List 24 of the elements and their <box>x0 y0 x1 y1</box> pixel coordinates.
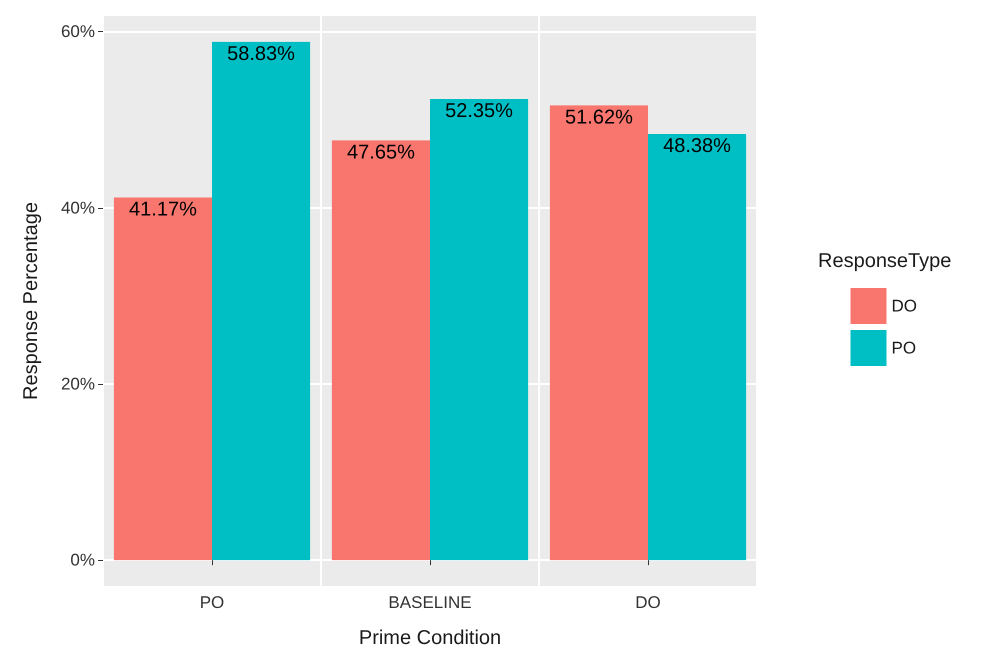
x-tick-label: DO <box>635 593 661 612</box>
legend-title: ResponseType <box>818 250 952 272</box>
data-label: 41.17% <box>129 198 198 220</box>
y-axis-title: Response Percentage <box>20 202 42 400</box>
data-label: 47.65% <box>347 141 416 164</box>
legend-label: PO <box>892 338 916 358</box>
bar <box>550 105 648 560</box>
bar <box>430 98 528 560</box>
bar <box>212 42 310 560</box>
data-label: 48.38% <box>663 134 732 157</box>
bar <box>332 140 430 560</box>
bar <box>114 197 212 560</box>
x-tick-label: PO <box>200 593 224 612</box>
y-tick-label: 0% <box>70 550 95 570</box>
y-tick-label: 40% <box>60 198 95 218</box>
data-label: 58.83% <box>227 42 296 65</box>
y-tick-label: 20% <box>60 374 95 394</box>
legend-label: DO <box>892 296 917 316</box>
x-axis-title: Prime Condition <box>358 627 502 649</box>
data-label: 52.35% <box>445 100 514 122</box>
x-tick-label: BASELINE <box>388 593 472 612</box>
y-tick-label: 60% <box>60 22 95 42</box>
bar <box>648 134 746 560</box>
data-label: 51.62% <box>565 106 634 128</box>
